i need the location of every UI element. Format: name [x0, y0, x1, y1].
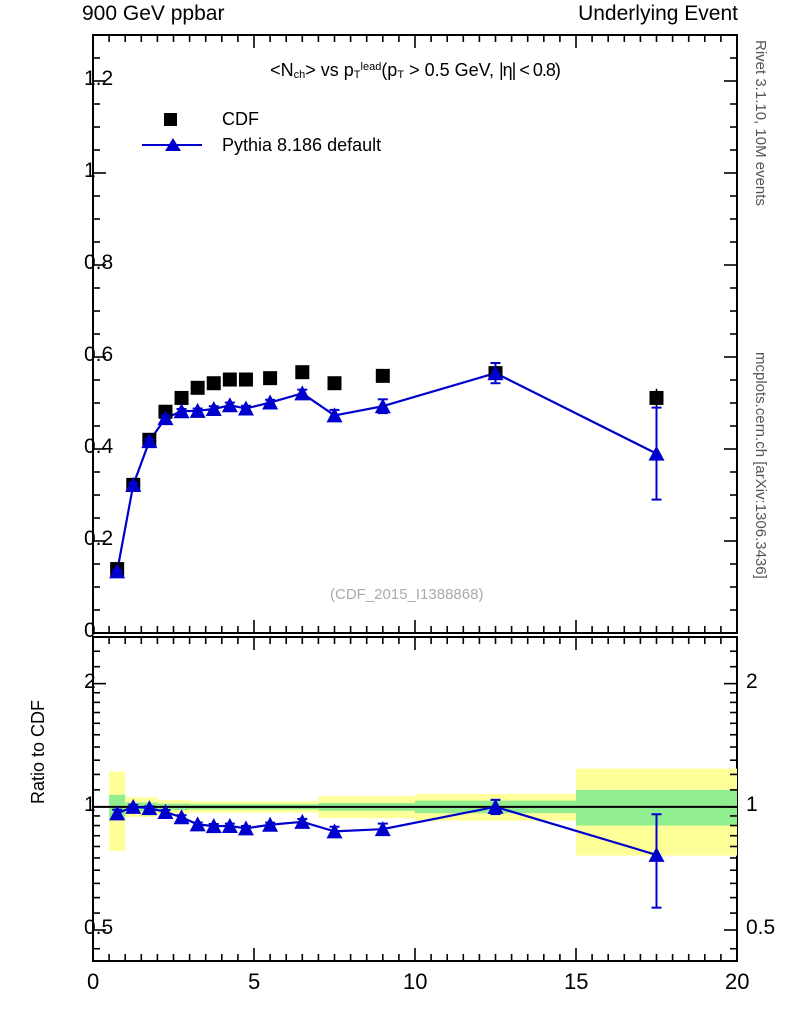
mc-marker-triangle — [487, 365, 504, 381]
axis-tick-label: 20 — [725, 969, 750, 994]
mc-marker-triangle-ratio — [157, 804, 174, 820]
axis-tick-label: 5 — [248, 969, 261, 994]
data-marker-square — [295, 365, 310, 380]
mc-marker-triangle-ratio — [237, 820, 254, 836]
legend-label-pythia: Pythia 8.186 default — [222, 134, 382, 155]
legend-item-cdf: CDF — [140, 106, 381, 132]
mcplots-credit-label: mcplots.cern.ch [arXiv:1306.3436] — [752, 352, 769, 579]
axis-tick-label: 1.2 — [84, 67, 114, 90]
axis-tick-label: 2 — [84, 669, 96, 693]
main-plot-panel — [92, 34, 738, 634]
axis-tick-label: 0.8 — [84, 251, 114, 274]
mc-marker-triangle — [125, 476, 142, 492]
mc-marker-triangle — [237, 400, 254, 416]
data-marker-square — [327, 376, 342, 391]
axis-tick-label: 1 — [84, 159, 96, 182]
title-sup-lead: lead — [360, 61, 382, 73]
dataset-watermark: (CDF_2015_I1388868) — [330, 586, 484, 603]
axis-tick-label: 15 — [564, 969, 589, 994]
data-marker-square — [649, 390, 664, 405]
axis-tick-label: 0.5 — [746, 916, 776, 939]
mc-marker-triangle-ratio — [648, 846, 665, 862]
axis-tick-label: 2 — [746, 669, 758, 693]
mc-marker-triangle-ratio — [374, 821, 391, 837]
mc-marker-triangle — [262, 394, 279, 410]
mc-marker-triangle — [205, 400, 222, 416]
data-marker-square — [375, 368, 390, 383]
title-part-1: <N — [270, 60, 294, 80]
mc-marker-triangle — [648, 445, 665, 461]
header-left-label: 900 GeV ppbar — [82, 2, 225, 25]
legend-marker-triangle — [140, 134, 212, 156]
title-part-3: (p — [381, 60, 398, 80]
axis-tick-label: 1 — [746, 792, 758, 816]
mc-marker-triangle-ratio — [205, 818, 222, 834]
title-sub-T: T — [353, 69, 361, 81]
data-marker-square — [238, 372, 253, 387]
mc-marker-triangle — [221, 397, 238, 413]
mc-marker-triangle — [157, 410, 174, 426]
axis-tick-label: 0.4 — [84, 435, 114, 458]
mc-marker-triangle-ratio — [294, 813, 311, 829]
title-part-4: > 0.5 GeV, — [404, 60, 499, 80]
mc-marker-triangle — [173, 403, 190, 419]
legend-label-cdf: CDF — [222, 108, 259, 129]
title-sub-ch: ch — [293, 69, 306, 81]
rivet-version-label: Rivet 3.1.10, 10M events — [752, 40, 769, 206]
mc-marker-triangle-ratio — [173, 809, 190, 825]
mc-marker-triangle-ratio — [221, 817, 238, 833]
data-marker-square — [263, 371, 278, 386]
mc-marker-triangle-ratio — [487, 798, 504, 814]
data-marker-square — [190, 380, 205, 395]
mc-marker-triangle — [189, 402, 206, 418]
axis-tick-label: 0 — [84, 619, 96, 642]
mc-marker-triangle-ratio — [326, 823, 343, 839]
legend-item-pythia: Pythia 8.186 default — [140, 132, 381, 158]
mc-marker-triangle — [141, 433, 158, 449]
data-marker-square — [222, 372, 237, 387]
plot-title: <Nch> vs pTlead(pT > 0.5 GeV, |η| < 0.8) — [92, 60, 738, 81]
mc-marker-triangle — [294, 385, 311, 401]
legend-marker-square — [140, 108, 212, 130]
title-part-2: > vs p — [305, 60, 354, 80]
axis-tick-label: 0 — [87, 969, 100, 994]
title-part-eta: |η| < 0.8) — [498, 60, 561, 80]
mc-curve-main — [116, 371, 657, 572]
mc-marker-triangle — [326, 407, 343, 423]
mc-marker-triangle-ratio — [125, 798, 142, 814]
title-sub-T2: T — [397, 69, 405, 81]
data-marker-square — [174, 390, 189, 405]
axis-tick-label: 0.2 — [84, 527, 114, 550]
mc-marker-triangle-ratio — [262, 816, 279, 832]
axis-tick-label: 0.5 — [84, 916, 114, 939]
mc-marker-triangle — [374, 398, 391, 414]
axis-tick-label: 0.6 — [84, 343, 114, 366]
mc-marker-triangle-ratio — [189, 816, 206, 832]
mc-marker-triangle — [109, 563, 126, 579]
mc-marker-triangle-ratio — [141, 800, 158, 816]
data-marker-square — [206, 376, 221, 391]
legend: CDF Pythia 8.186 default — [140, 106, 381, 158]
mc-marker-triangle-ratio — [109, 805, 126, 821]
header-right-label: Underlying Event — [578, 2, 738, 25]
axis-tick-label: 10 — [403, 969, 428, 994]
axis-tick-label: 1 — [84, 792, 96, 816]
